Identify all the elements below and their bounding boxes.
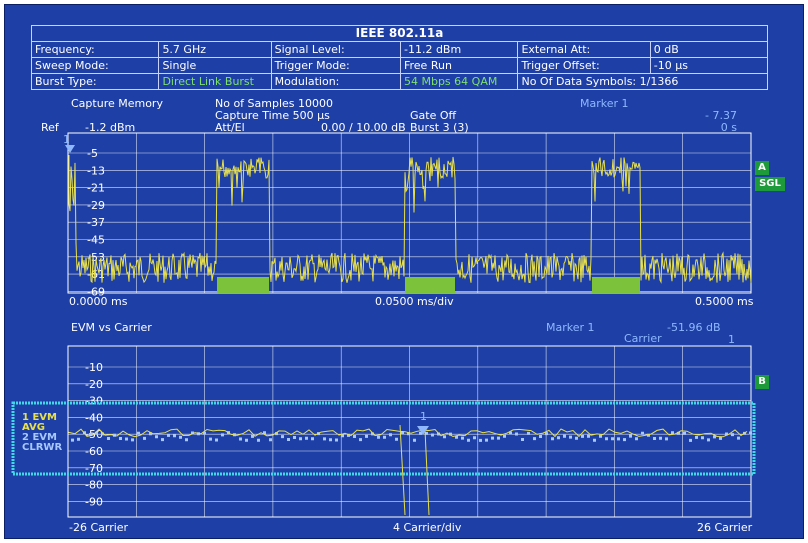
trace1-mode: AVG [22, 422, 46, 433]
evm-marker-value: -51.96 dB [667, 321, 721, 334]
marker1-value: - 7.37 [705, 109, 737, 122]
evm-marker-num: 1 [420, 410, 427, 423]
analyzer-screen: IEEE 802.11a Frequency: 5.7 GHz Signal Lev… [4, 4, 804, 539]
marker1-time: 0 s [720, 121, 737, 134]
settings-label2: Modulation: [270, 73, 401, 90]
evm-y-tick: -30 [85, 395, 103, 408]
top-x-end: 0.5000 ms [695, 295, 754, 308]
evm-y-tick: -60 [85, 445, 103, 458]
evm-y-tick: -90 [85, 495, 103, 508]
capture-trace [68, 155, 752, 284]
evm-y-tick: -70 [85, 462, 103, 475]
evm-y-tick: -20 [85, 378, 103, 391]
gate-label: Gate Off [410, 109, 457, 122]
settings-value: Direct Link Burst [158, 73, 272, 90]
top-x-div: 0.0500 ms/div [375, 295, 454, 308]
top-y-tick: -21 [87, 182, 105, 195]
settings-value3: -10 μs [649, 57, 769, 74]
evm-y-tick: -10 [85, 361, 103, 374]
evm-x-end: 26 Carrier [697, 521, 753, 534]
samples-label: No of Samples 10000 [215, 97, 334, 110]
att-label: Att/El [215, 121, 245, 134]
evm-carrier-value: 1 [728, 333, 735, 346]
trace-legend: 1 EVM AVG 2 EVM CLRWR [22, 413, 62, 453]
trace2-label: 2 EVM [22, 432, 57, 443]
top-y-tick: -45 [87, 234, 105, 247]
top-y-tick: -61 [87, 268, 105, 281]
marker-1-num: 1 [63, 133, 70, 146]
evm-title: EVM vs Carrier [71, 321, 152, 334]
evm-carrier-label: Carrier [624, 332, 662, 345]
evm-trace-2 [71, 431, 752, 442]
settings-label3: External Att: [517, 41, 651, 58]
settings-value2: -11.2 dBm [399, 41, 519, 58]
burst-label: Burst 3 (3) [410, 121, 469, 134]
sgl-badge[interactable]: SGL [755, 177, 785, 191]
trace-a-badge[interactable]: A [755, 161, 769, 175]
settings-row: Frequency: 5.7 GHz Signal Level: -11.2 dBm E… [30, 41, 769, 58]
marker-1-icon[interactable] [65, 145, 75, 153]
settings-table: Frequency: 5.7 GHz Signal Level: -11.2 dBm E… [30, 41, 769, 90]
top-y-tick: -69 [87, 285, 105, 298]
att-value: 0.00 / 10.00 dB [321, 121, 406, 134]
capture-title: Capture Memory [71, 97, 163, 110]
capture-memory-graph: -5-13-21-29-37-45-53-61-69 1 [63, 132, 752, 298]
top-y-tick: -5 [87, 147, 98, 160]
evm-vs-carrier-graph: -10-20-30-40-50-60-70-80-90 1 [11, 345, 756, 518]
settings-label: Sweep Mode: [30, 57, 160, 74]
ref-label: Ref [41, 121, 59, 134]
evm-y-tick: -80 [85, 479, 103, 492]
evm-x-start: -26 Carrier [69, 521, 129, 534]
settings-value2: 54 Mbps 64 QAM [399, 73, 519, 90]
marker1-label: Marker 1 [580, 97, 629, 110]
ref-value: -1.2 dBm [85, 121, 136, 134]
evm-spike [399, 424, 430, 516]
trace-selection-box[interactable] [11, 401, 756, 476]
green-gate-regions [217, 277, 640, 293]
trace-b-badge[interactable]: B [755, 375, 769, 389]
evm-x-div: 4 Carrier/div [393, 521, 462, 534]
evm-marker-label: Marker 1 [546, 321, 595, 334]
evm-marker-icon[interactable] [417, 426, 429, 435]
top-y-tick: -29 [87, 199, 105, 212]
capture-time-label: Capture Time 500 μs [215, 109, 330, 122]
trace1-label: 1 EVM [22, 412, 57, 423]
trace2-mode: CLRWR [22, 442, 63, 453]
evm-y-tick: -40 [85, 411, 103, 424]
settings-label3: No Of Data Symbols: 1/1366 [517, 73, 768, 90]
top-y-tick: -13 [87, 164, 105, 177]
top-y-tick: -37 [87, 216, 105, 229]
settings-label: Burst Type: [30, 73, 160, 90]
evm-trace-1 [68, 428, 748, 438]
settings-row: Burst Type: Direct Link Burst Modulation: 5… [30, 73, 768, 90]
top-x-start: 0.0000 ms [69, 295, 128, 308]
